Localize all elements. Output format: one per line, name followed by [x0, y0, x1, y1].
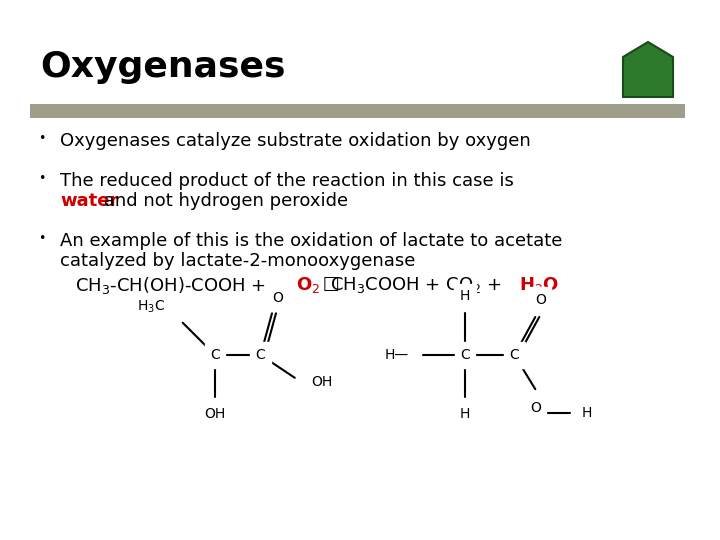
Text: Oxygenases: Oxygenases — [40, 50, 286, 84]
Text: OH: OH — [204, 407, 225, 421]
Text: and not hydrogen peroxide: and not hydrogen peroxide — [98, 192, 348, 210]
Text: H: H — [460, 289, 470, 303]
Text: C: C — [210, 348, 220, 362]
Text: catalyzed by lactate-2-monooxygenase: catalyzed by lactate-2-monooxygenase — [60, 252, 415, 270]
Text: CH$_3$-CH(OH)-COOH +: CH$_3$-CH(OH)-COOH + — [75, 275, 268, 296]
Text: The reduced product of the reaction in this case is: The reduced product of the reaction in t… — [60, 172, 514, 190]
Text: H$_2$O: H$_2$O — [519, 275, 559, 295]
Text: H$_3$C: H$_3$C — [137, 298, 165, 315]
Polygon shape — [623, 42, 673, 97]
Text: H: H — [582, 406, 592, 420]
Text: water: water — [60, 192, 118, 210]
Text: •: • — [38, 132, 45, 145]
Text: □: □ — [317, 275, 340, 293]
Text: •: • — [38, 172, 45, 185]
Text: H—: H— — [385, 348, 409, 362]
Text: An example of this is the oxidation of lactate to acetate: An example of this is the oxidation of l… — [60, 232, 562, 250]
Text: C: C — [510, 348, 519, 362]
Text: OH: OH — [311, 375, 332, 389]
Text: O$_2$: O$_2$ — [296, 275, 320, 295]
FancyBboxPatch shape — [30, 104, 685, 118]
Text: O: O — [273, 291, 284, 305]
Text: •: • — [38, 232, 45, 245]
Text: C: C — [460, 348, 470, 362]
Text: H: H — [460, 407, 470, 421]
Text: C: C — [256, 348, 266, 362]
Text: Oxygenases catalyze substrate oxidation by oxygen: Oxygenases catalyze substrate oxidation … — [60, 132, 531, 150]
Text: CH$_3$COOH + CO$_2$ +: CH$_3$COOH + CO$_2$ + — [330, 275, 504, 295]
Text: O: O — [530, 401, 541, 415]
Text: O: O — [535, 293, 546, 307]
